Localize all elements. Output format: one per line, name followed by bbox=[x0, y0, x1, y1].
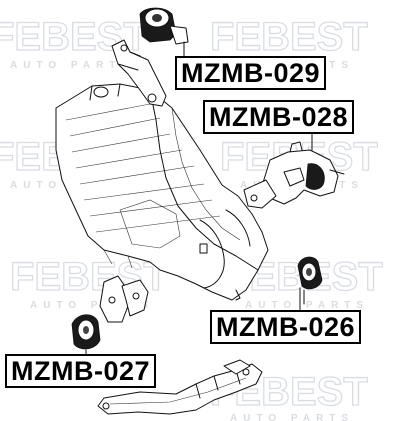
watermark-brand: FEBEST bbox=[210, 15, 368, 59]
watermark-tagline: AUTO PARTS bbox=[245, 300, 369, 311]
part-label-mzmb-029[interactable]: MZMB-029 bbox=[175, 56, 327, 90]
watermark-tagline: AUTO PARTS bbox=[10, 60, 134, 71]
watermark-tagline: AUTO PARTS bbox=[30, 300, 154, 311]
part-label-mzmb-026[interactable]: MZMB-026 bbox=[210, 310, 362, 344]
mount-mzmb-029-illustration bbox=[111, 7, 189, 107]
engine-block-illustration bbox=[55, 83, 269, 301]
mount-mzmb-026-illustration bbox=[297, 256, 323, 305]
part-label-mzmb-027[interactable]: MZMB-027 bbox=[5, 354, 157, 388]
mount-mzmb-027-illustration bbox=[71, 275, 149, 359]
part-label-mzmb-028[interactable]: MZMB-028 bbox=[203, 100, 355, 134]
watermark-tagline: AUTO PARTS bbox=[230, 413, 354, 421]
mount-mzmb-028-illustration bbox=[243, 141, 345, 209]
crossmember-illustration bbox=[97, 359, 263, 415]
